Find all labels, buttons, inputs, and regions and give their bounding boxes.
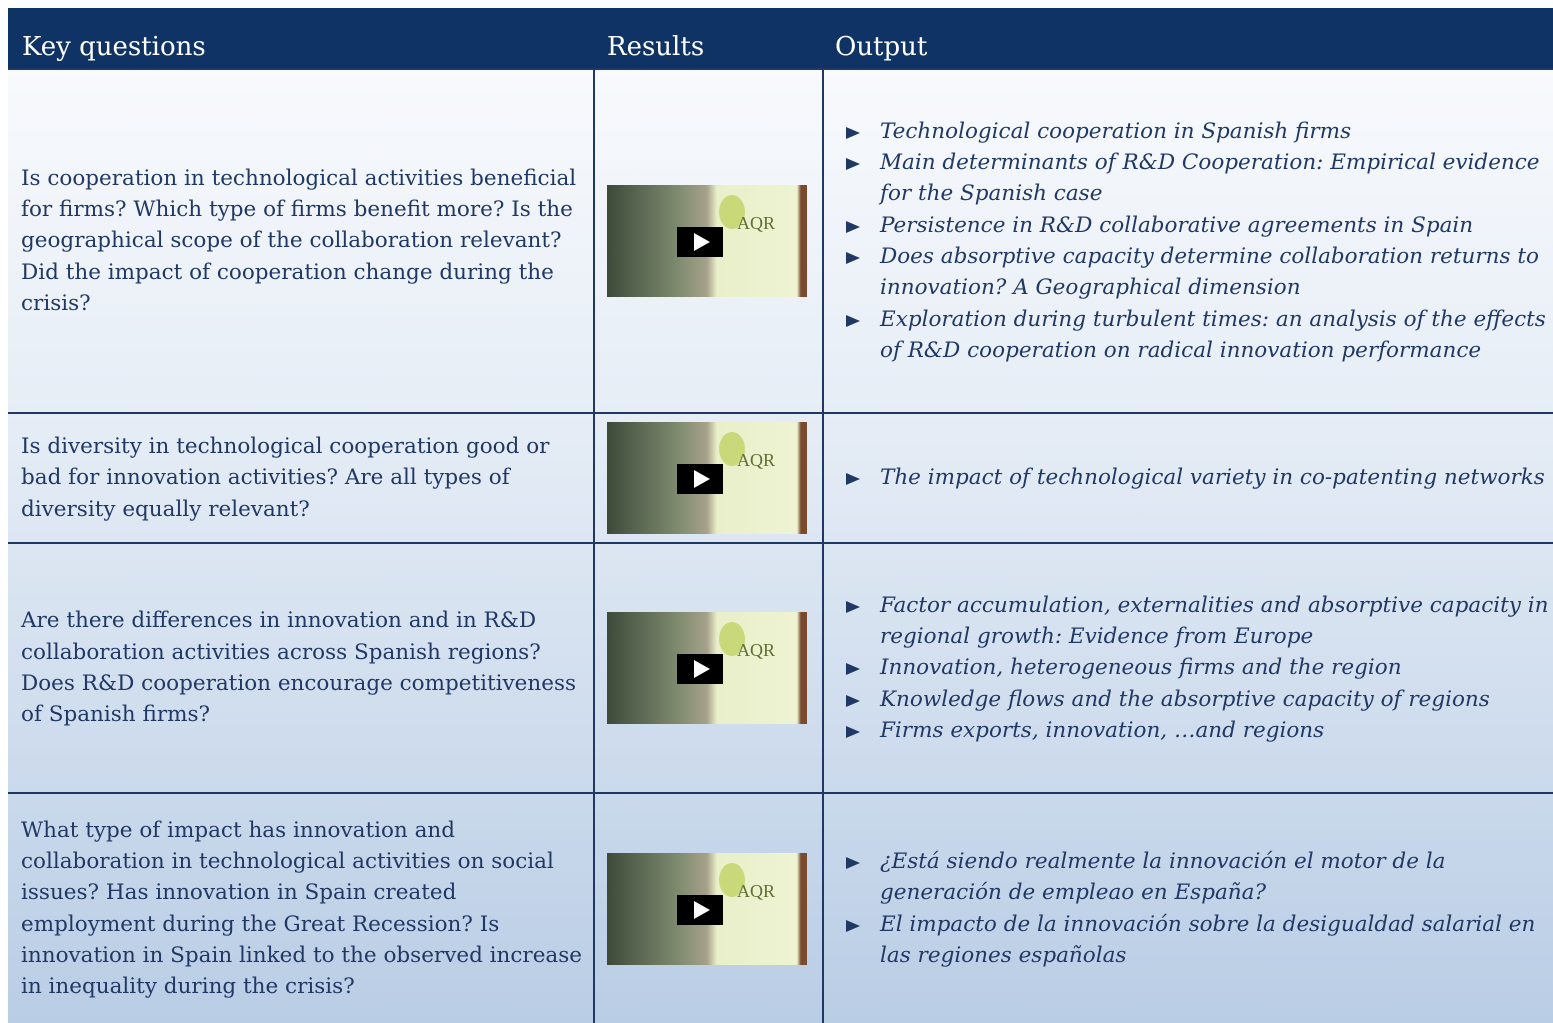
video-logo-text: AQR <box>737 213 776 233</box>
output-item: Factor accumulation, externalities and a… <box>844 590 1553 653</box>
output-text: ¿Está siendo realmente la innovación el … <box>880 848 1446 906</box>
output-cell: Factor accumulation, externalities and a… <box>824 544 1553 792</box>
question-text: Are there differences in innovation and … <box>21 608 577 728</box>
bullet-arrow <box>846 314 860 327</box>
question-text: What type of impact has innovation and c… <box>21 817 583 1000</box>
play-button[interactable] <box>677 464 723 494</box>
column-header: Output <box>835 32 928 62</box>
output-text: The impact of technological variety in c… <box>880 465 1545 491</box>
video-logo-text: AQR <box>737 640 776 660</box>
column-divider <box>593 70 595 412</box>
column-divider <box>593 414 595 542</box>
logo-shape <box>719 195 745 229</box>
output-item: Does absorptive capacity determine colla… <box>844 241 1553 304</box>
column-divider <box>822 414 824 542</box>
table-header: Key questions Results Output <box>8 8 1553 68</box>
column-divider <box>593 544 595 792</box>
bullet-arrow <box>846 158 860 171</box>
results-table: Key questions Results Output Is cooperat… <box>8 8 1553 1023</box>
column-divider <box>822 70 824 412</box>
bullet-arrow <box>846 725 860 738</box>
play-button[interactable] <box>677 654 723 684</box>
bullet-arrow <box>846 126 860 139</box>
output-item: Technological cooperation in Spanish fir… <box>844 116 1553 147</box>
video-logo-text: AQR <box>737 450 776 470</box>
play-button[interactable] <box>677 227 723 257</box>
output-list: Factor accumulation, externalities and a… <box>844 590 1553 746</box>
video-logo-text: AQR <box>737 880 776 901</box>
logo-shape <box>719 622 745 656</box>
output-cell: Technological cooperation in Spanish fir… <box>824 70 1553 412</box>
question-cell: What type of impact has innovation and c… <box>8 794 593 1023</box>
video-cell: AQR <box>595 414 822 542</box>
question-cell: Is diversity in technological cooperatio… <box>8 414 593 542</box>
table-row: Are there differences in innovation and … <box>8 542 1553 792</box>
bullet-arrow <box>846 919 860 932</box>
play-button[interactable] <box>677 894 723 925</box>
question-text: Is diversity in technological cooperatio… <box>21 434 550 522</box>
logo-shape <box>719 432 745 466</box>
output-list: Technological cooperation in Spanish fir… <box>844 116 1553 366</box>
table-row: Is diversity in technological cooperatio… <box>8 412 1553 542</box>
bullet-arrow <box>846 694 860 707</box>
output-text: Exploration during turbulent times: an a… <box>880 306 1546 363</box>
video-thumbnail[interactable]: AQR <box>607 185 807 297</box>
output-text: Knowledge flows and the absorptive capac… <box>880 686 1490 712</box>
output-text: Persistence in R&D collaborative agreeme… <box>880 212 1474 238</box>
output-text: Factor accumulation, externalities and a… <box>880 592 1549 650</box>
output-item: The impact of technological variety in c… <box>844 462 1545 493</box>
output-text: Does absorptive capacity determine colla… <box>880 244 1539 301</box>
output-text: El impacto de la innovación sobre la des… <box>880 911 1536 968</box>
logo-shape <box>719 862 745 897</box>
column-header: Results <box>607 32 705 62</box>
question-text: Is cooperation in technological activiti… <box>21 165 577 316</box>
video-cell: AQR <box>595 794 822 1023</box>
video-cell: AQR <box>595 70 822 412</box>
output-item: Persistence in R&D collaborative agreeme… <box>844 210 1553 241</box>
output-item: El impacto de la innovación sobre la des… <box>844 909 1553 972</box>
video-cell: AQR <box>595 544 822 792</box>
output-item: Main determinants of R&D Cooperation: Em… <box>844 147 1553 210</box>
question-cell: Are there differences in innovation and … <box>8 544 593 792</box>
column-divider <box>593 794 595 1023</box>
table-row: What type of impact has innovation and c… <box>8 792 1553 1023</box>
bullet-arrow <box>846 473 860 486</box>
output-text: Innovation, heterogeneous firms and the … <box>880 655 1402 681</box>
output-cell: The impact of technological variety in c… <box>824 414 1553 542</box>
bullet-arrow <box>846 252 860 264</box>
bullet-arrow <box>846 856 860 869</box>
video-thumbnail[interactable]: AQR <box>607 422 807 534</box>
video-thumbnail[interactable]: AQR <box>607 612 807 724</box>
question-cell: Is cooperation in technological activiti… <box>8 70 593 412</box>
video-thumbnail[interactable]: AQR <box>607 852 807 965</box>
column-header: Key questions <box>22 32 206 62</box>
bullet-arrow <box>846 600 860 613</box>
table-row: Is cooperation in technological activiti… <box>8 68 1553 412</box>
column-divider <box>822 794 824 1023</box>
bullet-arrow <box>846 663 860 676</box>
output-item: Firms exports, innovation, …and regions <box>844 715 1553 746</box>
output-text: Technological cooperation in Spanish fir… <box>880 118 1352 144</box>
output-item: Knowledge flows and the absorptive capac… <box>844 684 1553 715</box>
output-list: ¿Está siendo realmente la innovación el … <box>844 846 1553 971</box>
output-item: Innovation, heterogeneous firms and the … <box>844 652 1553 683</box>
bullet-arrow <box>846 220 860 233</box>
column-divider <box>822 544 824 792</box>
output-list: The impact of technological variety in c… <box>844 462 1545 493</box>
output-text: Firms exports, innovation, …and regions <box>880 717 1325 743</box>
output-item: ¿Está siendo realmente la innovación el … <box>844 846 1553 909</box>
output-text: Main determinants of R&D Cooperation: Em… <box>880 150 1540 207</box>
output-item: Exploration during turbulent times: an a… <box>844 304 1553 367</box>
output-cell: ¿Está siendo realmente la innovación el … <box>824 794 1553 1023</box>
